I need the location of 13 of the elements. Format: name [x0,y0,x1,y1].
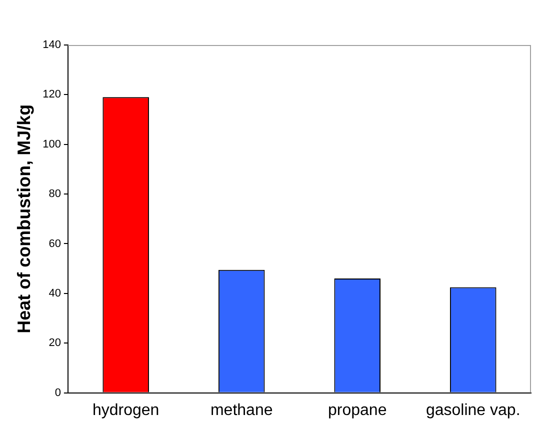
y-tick-label: 140 [42,39,61,52]
x-tick-label: propane [328,402,387,419]
x-tick-label: hydrogen [92,402,160,419]
y-tick-label: 40 [48,287,61,300]
x-tick-label: gasoline vap. [426,402,520,419]
x-tick-label: methane [210,402,273,419]
y-tick-label: 80 [48,188,61,200]
y-tick-label: 100 [42,138,61,150]
y-tick-label: 0 [54,386,61,399]
y-tick-label: 120 [42,88,61,101]
y-axis-title: Heat of combustion, MJ/kg [14,104,34,334]
y-tick-label: 20 [48,337,61,350]
y-tick-label: 60 [48,238,61,250]
